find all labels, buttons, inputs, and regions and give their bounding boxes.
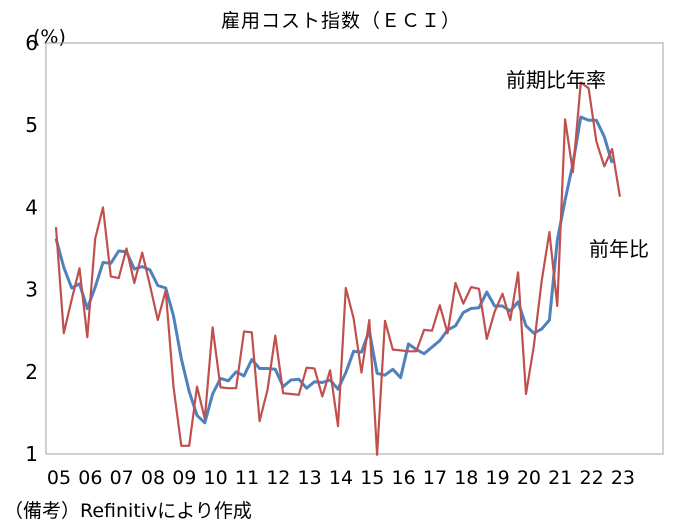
x-tick-label: 14 [329,467,353,489]
y-tick-label: 4 [25,195,38,219]
plot-frame [45,42,664,455]
x-tick-label: 10 [204,467,228,489]
x-tick-label: 12 [266,467,290,489]
x-tick-label: 22 [580,467,604,489]
y-tick-label: 3 [25,278,38,302]
series-label-qoq: 前期比年率 [506,68,606,92]
x-tick-label: 06 [78,467,102,489]
x-tick-label: 08 [141,467,165,489]
series-line-qoq [54,81,621,456]
x-tick-label: 16 [392,467,416,489]
x-tick-label: 20 [517,467,541,489]
y-tick-label: 1 [25,442,38,466]
x-tick-label: 23 [611,467,635,489]
y-tick-label: 2 [25,360,38,384]
y-tick-label: 5 [25,113,38,137]
x-tick-label: 17 [423,467,447,489]
x-tick-label: 11 [235,467,259,489]
x-tick-label: 15 [360,467,384,489]
x-tick-label: 13 [298,467,322,489]
source-note: （備考）Refinitivにより作成 [4,500,252,522]
chart-title: 雇用コスト指数（ＥＣＩ） [220,10,461,32]
x-tick-label: 09 [172,467,196,489]
series-label-yoy: 前年比 [589,237,649,261]
y-tick-label: 6 [25,31,38,55]
x-tick-label: 21 [548,467,572,489]
x-tick-label: 19 [486,467,510,489]
x-tick-label: 18 [454,467,478,489]
x-tick-label: 05 [47,467,71,489]
x-tick-label: 07 [110,467,134,489]
